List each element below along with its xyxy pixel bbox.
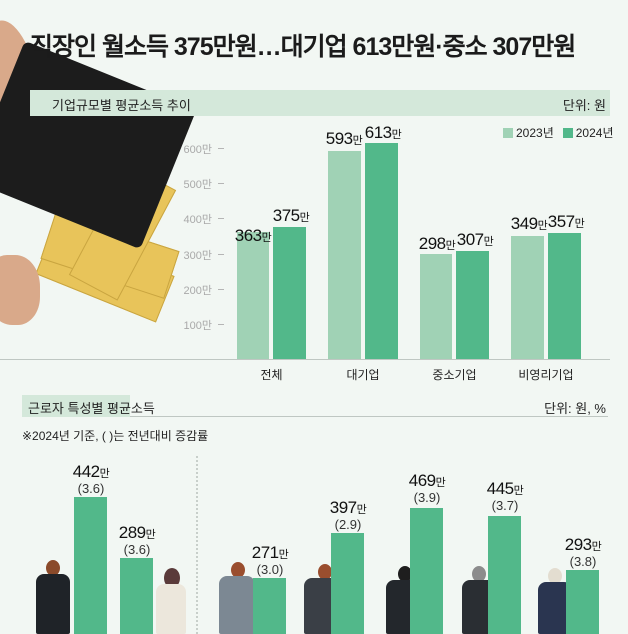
legend-swatch-2023 <box>503 127 513 138</box>
value-2023-nonprofit: 349만 <box>510 214 548 233</box>
bar-2023-overall <box>237 232 269 359</box>
x-axis-line <box>0 359 610 360</box>
section1-unit: 단위: 원 <box>562 98 606 113</box>
bar-item-3 <box>331 533 364 634</box>
young-man-figure <box>217 562 257 634</box>
value-item-3: 397만 <box>329 498 367 517</box>
bar-2024-sme <box>456 251 489 359</box>
y-tick-label: 200만 <box>183 285 212 297</box>
value-item-1: 289만 <box>118 523 156 542</box>
section1-header-bar <box>30 90 610 116</box>
y-tick-label: 300만 <box>183 250 212 262</box>
section2-header-line <box>22 416 608 417</box>
legend-label-2023: 2023년 <box>516 126 554 140</box>
value-item-4: 469만 <box>408 471 446 490</box>
bar-item-2 <box>253 578 286 634</box>
man-figure <box>34 560 72 634</box>
value-2024-overall: 375만 <box>272 206 310 225</box>
value-2024-sme: 307만 <box>456 230 494 249</box>
hand-bottom-decoration <box>0 255 40 325</box>
value-2023-sme: 298만 <box>418 234 456 253</box>
section2-unit: 단위: 원, % <box>544 401 606 416</box>
wallet-photo <box>0 0 200 340</box>
category-label-sme: 중소기업 <box>432 368 477 382</box>
change-item-4: (3.9) <box>413 490 441 505</box>
y-tick-mark <box>218 183 224 184</box>
bar-item-6 <box>566 570 599 634</box>
change-item-6: (3.8) <box>569 554 597 569</box>
bar-2024-overall <box>273 227 306 359</box>
change-item-1: (3.6) <box>123 542 151 557</box>
bar-2024-nonprofit <box>548 233 581 359</box>
value-item-5: 445만 <box>486 479 524 498</box>
bar-item-5 <box>488 516 521 634</box>
y-tick-mark <box>218 254 224 255</box>
value-item-6: 293만 <box>564 535 602 554</box>
y-tick-label: 400만 <box>183 214 212 226</box>
section1-title: 기업규모별 평균소득 추이 <box>52 98 191 113</box>
bar-item-1 <box>120 558 153 634</box>
change-item-0: (3.6) <box>77 481 105 496</box>
value-2023-overall: 363만 <box>234 226 272 245</box>
chart-legend: 2023년 2024년 <box>503 124 614 141</box>
bar-2023-sme <box>420 254 452 359</box>
section2-title: 근로자 특성별 평균소득 <box>28 401 155 416</box>
bar-item-0 <box>74 497 107 634</box>
y-tick-label: 500만 <box>183 179 212 191</box>
legend-label-2024: 2024년 <box>575 126 614 140</box>
change-item-2: (3.0) <box>256 562 284 577</box>
category-label-nonprofit: 비영리기업 <box>518 368 574 382</box>
category-label-overall: 전체 <box>260 368 283 382</box>
legend-swatch-2024 <box>562 127 573 138</box>
bar-2024-large <box>365 143 398 359</box>
y-tick-label: 100만 <box>183 320 212 332</box>
value-2023-large: 593만 <box>325 129 363 148</box>
y-tick-mark <box>218 218 224 219</box>
y-tick-mark <box>218 324 224 325</box>
y-tick-mark <box>218 148 224 149</box>
change-item-5: (3.7) <box>491 498 519 513</box>
bar-item-4 <box>410 508 443 634</box>
woman-figure <box>152 568 190 634</box>
bar-2023-nonprofit <box>511 236 544 359</box>
section2-header-bar <box>22 395 130 417</box>
value-item-2: 271만 <box>251 543 289 562</box>
group-divider <box>196 456 198 634</box>
y-tick-mark <box>218 289 224 290</box>
y-tick-label: 600만 <box>183 144 212 156</box>
value-2024-large: 613만 <box>364 123 402 142</box>
category-label-large: 대기업 <box>346 368 380 382</box>
section2-footnote: ※2024년 기준, ( )는 전년대비 증감률 <box>22 429 209 443</box>
value-item-0: 442만 <box>72 462 110 481</box>
change-item-3: (2.9) <box>334 517 362 532</box>
value-2024-nonprofit: 357만 <box>547 212 585 231</box>
bar-2023-large <box>328 151 361 359</box>
page-title: 직장인 월소득 375만원…대기업 613만원·중소 307만원 <box>30 33 576 61</box>
